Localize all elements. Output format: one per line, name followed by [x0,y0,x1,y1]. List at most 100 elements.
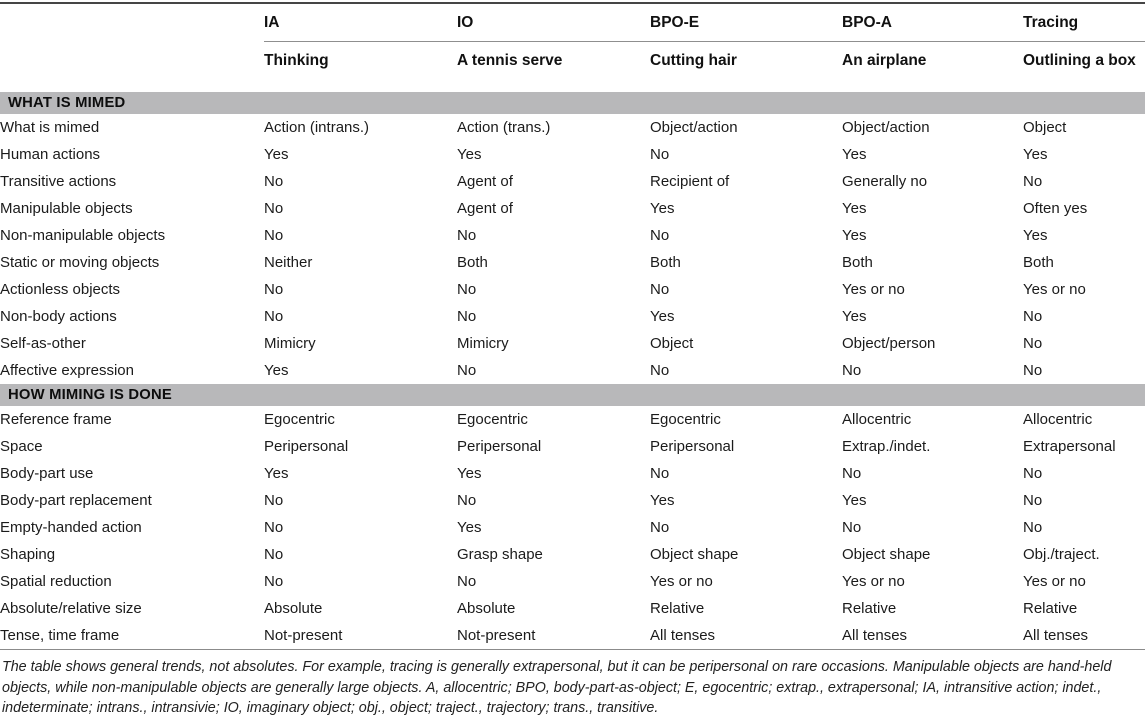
cell: No [842,465,862,482]
cell: Object shape [842,546,931,563]
cell: Relative [650,600,705,617]
table-header: IA IO BPO-E BPO-A Tracing Thinking A ten… [0,3,1145,87]
cell: Both [650,254,681,271]
cell: Allocentric [1023,411,1093,428]
row-label: Actionless objects [0,281,121,298]
cell: Object [650,335,694,352]
row-label: Non-manipulable objects [0,227,166,244]
table-footnote: The table shows general trends, not abso… [0,650,1145,723]
table-row: Body-part replacement No No Yes Yes No [0,487,1145,514]
cell: No [264,173,284,190]
table-row: Absolute/relative size Absolute Absolute… [0,595,1145,622]
table-row: Transitive actions No Agent of Recipient… [0,168,1145,195]
cell: No [264,519,284,536]
row-label: Affective expression [0,362,134,379]
cell: No [650,465,670,482]
table-row: Reference frame Egocentric Egocentric Eg… [0,406,1145,433]
cell: Obj./traject. [1023,546,1100,563]
cell: Object/action [650,119,738,136]
cell: No [1023,335,1043,352]
cell: Both [1023,254,1054,271]
header-row-abbr: IA IO BPO-E BPO-A Tracing [0,3,1145,42]
cell: Yes [457,519,482,536]
row-label: Space [0,438,43,455]
table-row: Body-part use Yes Yes No No No [0,460,1145,487]
row-label: Non-body actions [0,308,117,325]
cell: Extrapersonal [1023,438,1116,455]
cell: Peripersonal [650,438,735,455]
cell: Egocentric [457,411,528,428]
row-label: Transitive actions [0,173,117,190]
cell: No [842,519,862,536]
cell: Yes [1023,146,1048,163]
cell: No [457,281,477,298]
cell: No [1023,362,1043,379]
table-row: Space Peripersonal Peripersonal Peripers… [0,433,1145,460]
cell: Allocentric [842,411,912,428]
cell: No [264,573,284,590]
col-header-bpo-e: BPO-E [650,3,842,42]
col-example-tracing: Outlining a box [1023,41,1145,87]
cell: Peripersonal [457,438,542,455]
cell: Both [842,254,873,271]
row-label: What is mimed [0,119,100,136]
cell: Relative [842,600,897,617]
cell: No [1023,492,1043,509]
cell: No [457,308,477,325]
table-row: What is mimed Action (intrans.) Action (… [0,114,1145,141]
table-body: WHAT IS MIMED What is mimed Action (intr… [0,79,1145,650]
col-header-tracing: Tracing [1023,3,1145,42]
col-header-ia: IA [264,3,457,42]
cell: Agent of [457,200,513,217]
cell: Yes or no [1023,281,1086,298]
cell: Yes [842,308,867,325]
header-empty-cell [0,3,264,42]
cell: Absolute [457,600,516,617]
row-label: Reference frame [0,411,112,428]
cell: Yes [650,200,675,217]
col-header-io: IO [457,3,650,42]
cell: No [457,227,477,244]
cell: Yes [264,465,289,482]
section-header-how-miming-is-done: HOW MIMING IS DONE [0,384,1145,406]
cell: Grasp shape [457,546,543,563]
cell: Object shape [650,546,739,563]
cell: No [1023,465,1043,482]
cell: Both [457,254,488,271]
row-label: Spatial reduction [0,573,112,590]
cell: Yes or no [1023,573,1086,590]
table-row: Affective expression Yes No No No No [0,357,1145,384]
cell: Generally no [842,173,928,190]
cell: Extrap./indet. [842,438,931,455]
cell: All tenses [650,627,716,644]
cell: No [650,146,670,163]
cell: No [264,308,284,325]
cell: No [842,362,862,379]
cell: Yes [650,308,675,325]
cell: No [264,546,284,563]
table-row: Shaping No Grasp shape Object shape Obje… [0,541,1145,568]
table-row: Non-manipulable objects No No No Yes Yes [0,222,1145,249]
cell: Peripersonal [264,438,349,455]
cell: No [264,200,284,217]
row-label: Tense, time frame [0,627,120,644]
col-example-bpo-e: Cutting hair [650,41,842,87]
cell: Agent of [457,173,513,190]
cell: Egocentric [650,411,721,428]
cell: Egocentric [264,411,335,428]
section-header-what-is-mimed: WHAT IS MIMED [0,79,1145,114]
section-title: WHAT IS MIMED [0,79,1145,114]
table-row: Spatial reduction No No Yes or no Yes or… [0,568,1145,595]
table-row: Static or moving objects Neither Both Bo… [0,249,1145,276]
cell: No [457,492,477,509]
cell: Neither [264,254,313,271]
cell: Yes [1023,227,1048,244]
cell: No [1023,308,1043,325]
cell: No [457,573,477,590]
table-row: Non-body actions No No Yes Yes No [0,303,1145,330]
row-label: Empty-handed action [0,519,142,536]
cell: No [264,281,284,298]
cell: Relative [1023,600,1078,617]
header-row-examples: Thinking A tennis serve Cutting hair An … [0,41,1145,87]
